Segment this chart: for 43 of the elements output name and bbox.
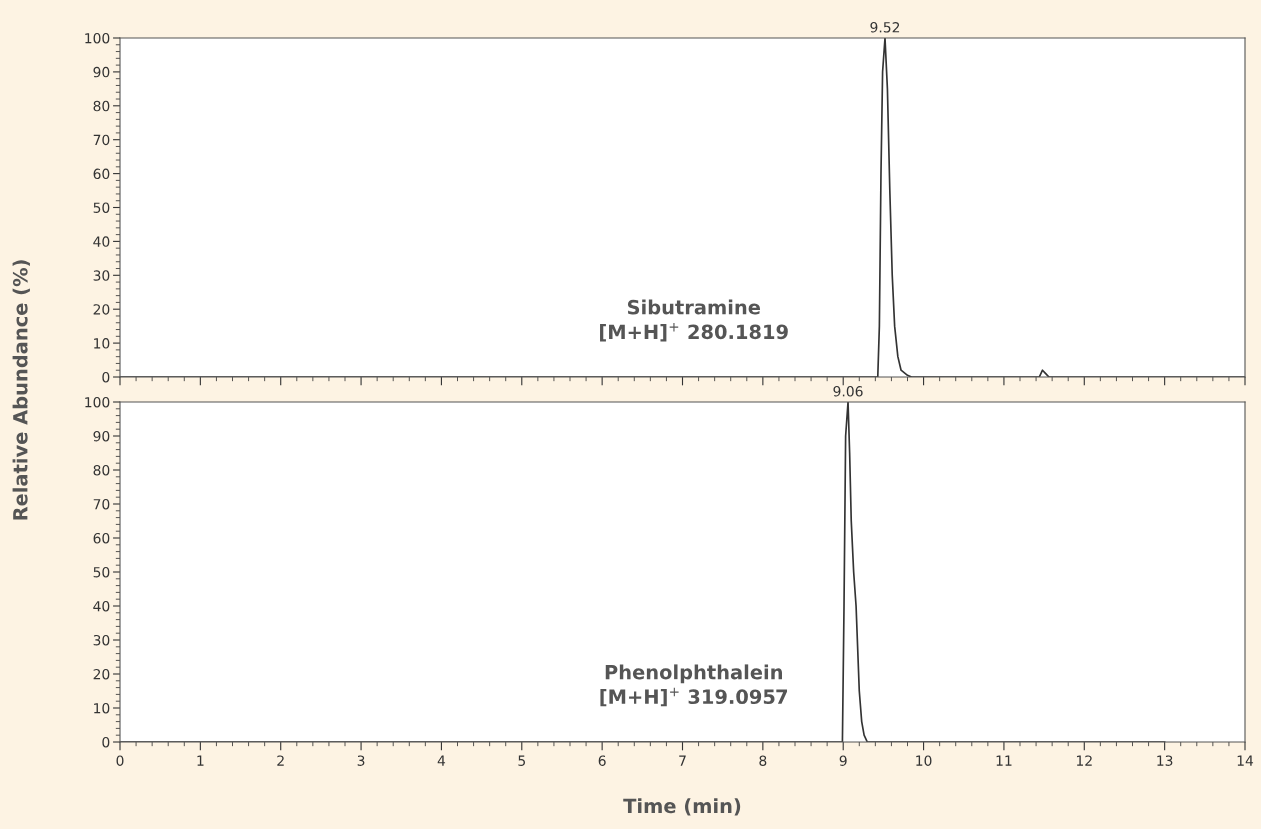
y-tick-label: 20 <box>93 668 110 680</box>
x-tick-label: 0 <box>116 755 124 766</box>
x-tick-label: 5 <box>518 755 525 766</box>
x-tick-label: 6 <box>598 755 606 766</box>
y-axis-title: Relative Abundance (%) <box>12 260 30 520</box>
y-tick-label: 80 <box>93 100 110 112</box>
x-tick-label: 7 <box>679 755 686 766</box>
y-tick-label: 10 <box>94 338 110 349</box>
x-tick-label: 12 <box>1076 755 1092 766</box>
x-tick-label: 8 <box>759 755 767 766</box>
y-tick-label: 70 <box>93 134 110 146</box>
annotation: 9.52 <box>870 22 900 33</box>
y-tick-label: 40 <box>93 600 110 612</box>
y-tick-label: 100 <box>85 396 110 408</box>
y-tick-label: 40 <box>93 236 110 247</box>
y-tick-label: 20 <box>93 304 110 315</box>
y-tick-label: 50 <box>93 202 110 213</box>
annotation: Phenolphthalein [M+H]$^{+}$ 319.0957 <box>600 664 788 707</box>
y-tick-label: 60 <box>93 168 110 180</box>
y-tick-label: 60 <box>93 532 110 544</box>
annotation: Sibutramine [M+H]$^{+}$ 280.1819 <box>600 299 788 342</box>
y-tick-label: 70 <box>93 498 110 510</box>
x-tick-label: 11 <box>996 755 1012 766</box>
annotation: 9.06 <box>833 386 863 397</box>
y-tick-label: 80 <box>93 464 110 476</box>
x-tick-label: 10 <box>916 755 932 766</box>
x-tick-label: 9 <box>839 755 847 766</box>
y-tick-label: 0 <box>102 736 110 748</box>
y-tick-label: 10 <box>94 702 110 714</box>
y-tick-label: 90 <box>93 66 110 78</box>
x-tick-label: 13 <box>1157 755 1173 766</box>
x-tick-label: 14 <box>1237 755 1254 766</box>
x-tick-label: 3 <box>357 755 365 766</box>
y-tick-label: 30 <box>93 634 110 646</box>
x-tick-label: 4 <box>437 755 446 766</box>
x-axis-title: Time (min) <box>623 798 741 816</box>
y-tick-label: 90 <box>93 430 110 442</box>
y-tick-label: 30 <box>93 270 110 281</box>
x-tick-label: 1 <box>197 755 204 766</box>
x-tick-label: 2 <box>277 755 284 766</box>
y-tick-label: 0 <box>102 371 110 383</box>
y-tick-label: 50 <box>93 566 110 578</box>
y-tick-label: 100 <box>85 32 110 44</box>
